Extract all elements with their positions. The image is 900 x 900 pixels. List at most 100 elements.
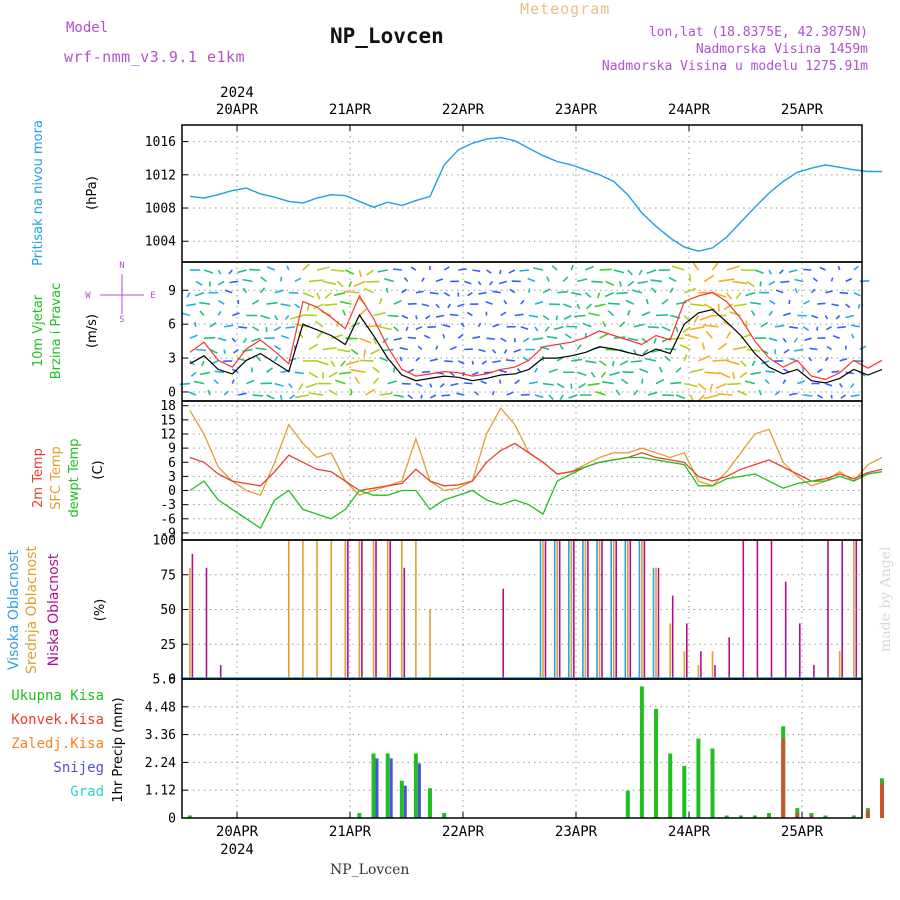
wind-arrow-1-35 [689, 274, 692, 282]
wind-arrow-4-14 [387, 314, 399, 318]
wind-arrow-3-44 [817, 302, 826, 305]
wind-arrow-7-13 [370, 348, 380, 355]
wind-arrow-11-17 [429, 394, 437, 399]
wind-arrow-8-45 [824, 357, 829, 362]
x-bottom-day-label-2: 22APR [442, 824, 485, 840]
wind-arrow-5-30 [619, 321, 626, 328]
precip-snow-bar-16 [417, 763, 421, 818]
wind-arrow-5-23 [520, 326, 529, 330]
wind-arrow-4-7 [284, 314, 290, 320]
wind-arrow-5-4 [251, 326, 260, 332]
panel-frame-precip [181, 678, 863, 819]
wind-arrow-0-28 [585, 265, 595, 271]
wind-arrow-1-45 [830, 277, 834, 282]
wind-arrow-10-41 [764, 379, 770, 385]
wind-arrow-0-12 [358, 269, 362, 278]
wind-arrow-0-41 [768, 269, 773, 275]
wind-arrow-2-33 [650, 287, 657, 294]
wind-arrow-11-42 [789, 392, 798, 396]
x-bottom-day-label-3: 23APR [555, 824, 598, 840]
precip-conv-bar-48 [865, 810, 870, 818]
wind-arrow-2-1 [194, 291, 205, 297]
wind-arrow-10-13 [372, 377, 380, 385]
wind-arrow-3-13 [378, 297, 383, 305]
wind-arrow-5-10 [336, 320, 340, 327]
wind-arrow-2-34 [669, 287, 674, 294]
wind-arrow-5-18 [442, 324, 451, 328]
wind-arrow-11-26 [559, 394, 564, 401]
wind-arrow-5-40 [760, 321, 768, 328]
y-tick-label-temperature-1: -6 [160, 512, 176, 527]
wind-arrow-2-25 [542, 288, 551, 294]
wind-arrow-0-42 [778, 269, 784, 275]
wind-arrow-11-18 [441, 394, 451, 397]
wind-arrow-11-47 [850, 394, 860, 398]
wind-arrow-3-5 [266, 301, 278, 305]
wind-arrow-11-22 [506, 391, 514, 396]
precip-total-bar-37 [710, 748, 715, 818]
wind-arrow-9-41 [765, 370, 776, 374]
wind-arrow-11-5 [266, 394, 275, 400]
wind-arrow-4-25 [542, 314, 550, 321]
wind-arrow-1-31 [627, 280, 635, 287]
wind-arrow-11-6 [279, 394, 283, 400]
model-name: wrf-nmm_v3.9.1 e1km [64, 48, 246, 66]
wind-arrow-6-14 [382, 337, 389, 344]
wind-arrow-3-38 [723, 303, 734, 311]
wind-arrow-4-18 [435, 314, 445, 318]
wind-arrow-4-5 [260, 314, 270, 320]
y-tick-label-cloud-2: 50 [160, 603, 176, 618]
wind-arrow-0-23 [508, 269, 516, 274]
wind-arrow-6-37 [705, 330, 714, 339]
wind-arrow-1-6 [279, 276, 283, 282]
wind-arrow-5-36 [689, 326, 705, 331]
wind-arrow-7-6 [273, 345, 282, 351]
wind-arrow-4-16 [415, 315, 418, 320]
wind-arrow-7-43 [794, 348, 804, 352]
wind-unit-label: (m/s) [85, 314, 100, 348]
wind-arrow-1-43 [794, 278, 804, 283]
wind-arrow-1-0 [195, 280, 203, 286]
wind-arrow-10-12 [354, 376, 361, 385]
wind-arrow-5-24 [534, 326, 539, 332]
wind-arrow-6-34 [661, 337, 671, 343]
precip-total-bar-38 [724, 815, 729, 818]
wind-arrow-10-34 [670, 381, 682, 385]
wind-speed-line [189, 308, 883, 384]
wind-arrow-0-37 [711, 262, 719, 271]
y-tick-label-wind-0: 0 [168, 385, 176, 400]
wind-gust-line [189, 291, 883, 381]
wind-arrow-1-17 [435, 278, 444, 283]
wind-arrow-6-13 [372, 337, 377, 345]
wind-arrow-6-24 [522, 337, 530, 343]
wind-arrow-0-21 [486, 269, 492, 274]
wind-arrow-3-35 [690, 303, 705, 307]
wind-arrow-8-10 [330, 360, 336, 368]
wind-arrow-3-31 [625, 299, 635, 305]
wind-arrow-2-23 [509, 288, 516, 294]
wind-arrow-6-26 [546, 335, 558, 339]
temp-unit-label: (C) [91, 460, 106, 479]
wind-arrow-4-29 [588, 312, 600, 317]
wind-arrow-1-21 [488, 280, 494, 286]
wind-arrow-2-28 [584, 292, 592, 298]
wind-arrow-0-8 [302, 263, 310, 271]
wind-arrow-11-7 [289, 394, 296, 400]
wind-arrow-3-47 [857, 303, 861, 309]
wind-arrow-8-9 [316, 360, 329, 366]
x-bottom-year-label: 2024 [220, 842, 254, 858]
wind-arrow-4-22 [500, 311, 507, 317]
wind-arrow-11-0 [188, 391, 197, 396]
wind-arrow-10-18 [439, 383, 445, 388]
wind-arrow-5-9 [315, 320, 324, 328]
wind-arrow-8-29 [599, 360, 607, 367]
wind-arrow-10-47 [850, 383, 855, 389]
y-tick-label-cloud-1: 25 [160, 638, 176, 653]
wind-arrow-2-31 [616, 291, 628, 295]
wind-arrow-1-27 [577, 278, 588, 283]
precip-total-bar-16 [413, 753, 418, 818]
wind-arrow-11-16 [420, 394, 423, 399]
wind-arrow-9-24 [534, 367, 539, 373]
precip-legend-3: Snijeg [53, 760, 104, 776]
